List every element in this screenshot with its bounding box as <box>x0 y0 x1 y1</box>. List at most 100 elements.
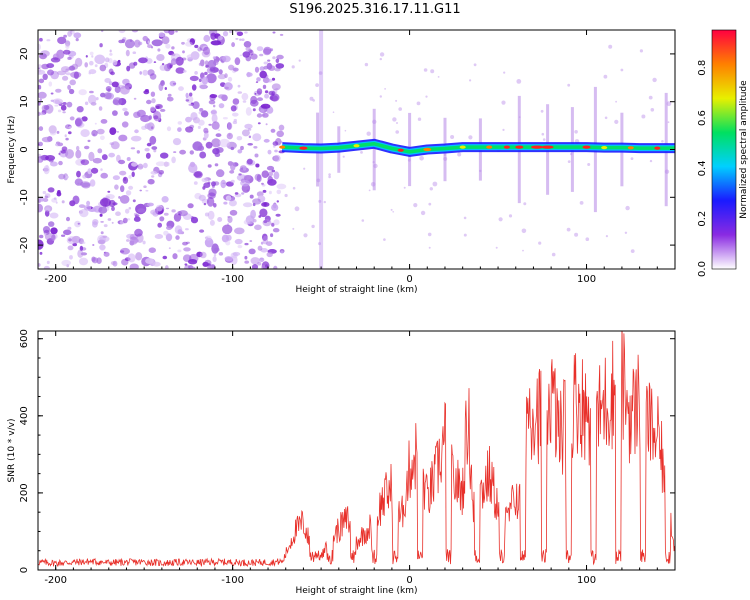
noise-blob <box>112 260 118 267</box>
noise-blob <box>205 235 212 241</box>
noise-blob <box>169 64 173 69</box>
noise-blob <box>204 71 208 76</box>
noise-blob <box>260 103 271 109</box>
noise-blob <box>132 51 137 54</box>
noise-blob <box>67 245 74 251</box>
ridge-hotspot <box>299 146 308 150</box>
noise-blob <box>49 212 59 219</box>
noise-dot <box>603 74 608 79</box>
noise-blob <box>155 103 163 110</box>
noise-dot <box>425 95 428 98</box>
noise-blob <box>43 165 50 175</box>
noise-blob <box>151 146 158 150</box>
noise-blob <box>144 123 152 130</box>
noise-dot <box>318 199 322 203</box>
noise-blob <box>201 177 209 183</box>
noise-blob <box>38 64 42 69</box>
noise-blob <box>178 210 188 217</box>
noise-blob <box>230 146 235 151</box>
noise-blob <box>86 200 91 206</box>
noise-blob <box>165 233 173 242</box>
noise-blob <box>198 62 202 66</box>
noise-dot <box>661 140 664 143</box>
noise-blob <box>80 252 88 256</box>
noise-blob <box>61 234 66 237</box>
noise-dot <box>473 63 477 67</box>
noise-blob <box>250 99 259 107</box>
noise-blob <box>213 203 217 208</box>
noise-blob <box>262 48 272 56</box>
noise-blob <box>97 148 103 154</box>
noise-blob <box>101 30 104 33</box>
noise-blob <box>267 59 271 62</box>
noise-blob <box>185 99 190 102</box>
noise-blob <box>232 251 241 256</box>
noise-blob <box>167 96 171 100</box>
noise-blob <box>243 219 251 225</box>
noise-blob <box>207 59 217 69</box>
noise-blob <box>194 71 198 75</box>
noise-dot <box>420 210 426 216</box>
noise-blob <box>148 115 152 120</box>
noise-blob <box>122 217 128 224</box>
noise-blob <box>133 212 138 216</box>
noise-blob <box>185 228 189 231</box>
noise-dot <box>614 119 619 124</box>
noise-blob <box>131 171 135 178</box>
noise-blob <box>262 233 268 241</box>
noise-blob <box>232 98 240 105</box>
noise-blob <box>188 103 193 107</box>
noise-dot <box>428 202 432 206</box>
noise-dot <box>538 241 542 245</box>
noise-blob <box>157 222 162 228</box>
heatmap-x-label: Height of straight line (km) <box>296 285 418 295</box>
noise-blob <box>94 64 98 68</box>
noise-dot <box>585 237 590 241</box>
noise-blob <box>260 248 268 253</box>
y-tick-label: 20 <box>19 48 30 61</box>
noise-blob <box>241 192 245 195</box>
noise-blob <box>260 108 265 113</box>
noise-blob <box>218 94 226 99</box>
noise-blob <box>234 238 243 245</box>
noise-blob <box>203 46 210 56</box>
heatmap-y-label: Frequency (Hz) <box>7 116 17 184</box>
noise-blob <box>99 64 107 72</box>
noise-dot <box>344 129 347 132</box>
noise-blob <box>148 247 156 253</box>
noise-blob <box>50 92 54 95</box>
noise-blob <box>165 43 171 49</box>
noise-blob <box>147 178 155 185</box>
noise-blob <box>210 40 222 46</box>
noise-blob <box>79 245 84 252</box>
noise-blob <box>245 46 251 52</box>
noise-blob <box>185 116 192 123</box>
noise-dot <box>370 182 376 187</box>
noise-blob <box>187 203 194 209</box>
noise-blob <box>192 101 200 109</box>
noise-dot <box>523 202 527 206</box>
noise-dot <box>551 252 556 257</box>
noise-blob <box>89 60 94 66</box>
noise-blob <box>248 248 256 255</box>
noise-blob <box>189 75 199 82</box>
noise-dot <box>649 159 653 163</box>
noise-blob <box>248 135 252 139</box>
noise-blob <box>65 44 70 49</box>
noise-dot <box>291 65 295 69</box>
noise-blob <box>222 55 231 63</box>
noise-blob <box>276 130 285 138</box>
noise-blob <box>273 265 278 269</box>
noise-blob <box>272 31 276 34</box>
noise-blob <box>55 88 62 93</box>
noise-blob <box>272 141 279 147</box>
noise-blob <box>116 131 120 133</box>
noise-dot <box>587 163 591 166</box>
noise-blob <box>82 174 87 179</box>
noise-blob <box>271 77 276 81</box>
noise-dot <box>605 235 609 238</box>
noise-blob <box>232 112 239 117</box>
noise-dot <box>332 111 335 113</box>
noise-blob <box>225 234 232 241</box>
noise-blob <box>260 241 264 245</box>
